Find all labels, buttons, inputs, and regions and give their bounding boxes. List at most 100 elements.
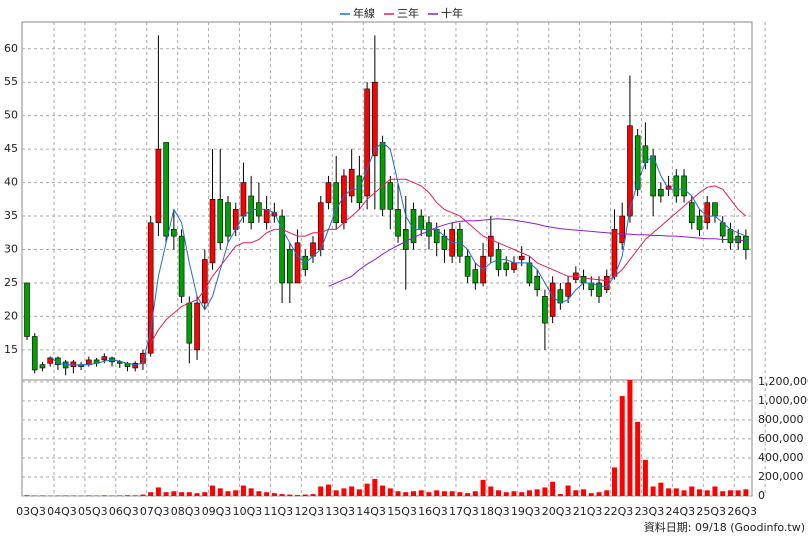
y2-tick-label: 400,000 [758, 451, 804, 464]
volume-bar [712, 486, 718, 496]
volume-bar [387, 488, 393, 496]
volume-bar [465, 493, 471, 496]
volume-bar [604, 490, 610, 496]
volume-bar [140, 494, 146, 496]
ma-line [328, 218, 746, 287]
candle-body [542, 296, 548, 324]
y2-tick-label: 800,000 [758, 413, 804, 426]
volume-bar [302, 494, 308, 496]
volume-bar [86, 495, 92, 496]
volume-bar [256, 491, 262, 496]
volume-bar [287, 494, 293, 496]
volume-bar [449, 491, 455, 496]
candle-body [147, 222, 154, 354]
y-tick-label: 50 [4, 109, 18, 122]
volume-bar [735, 490, 741, 496]
candle-body [163, 142, 169, 237]
x-tick-label: 07Q3 [140, 505, 170, 518]
volume-bar [24, 495, 30, 496]
volume-bar [743, 489, 749, 496]
volume-bar [573, 490, 579, 496]
volume-bar [248, 488, 254, 496]
candle-body [596, 282, 602, 297]
volume-bar [418, 490, 424, 496]
volume-bar [349, 486, 355, 496]
plot-frame [21, 21, 753, 497]
volume-bar [210, 485, 216, 496]
x-tick-label: 10Q3 [233, 505, 263, 518]
candle-body [518, 255, 525, 260]
candle-body [395, 209, 401, 237]
volume-bar [542, 487, 548, 496]
ma-line [49, 141, 747, 366]
candle-body [101, 356, 108, 361]
volume-bar [565, 485, 571, 496]
x-tick-label: 03Q3 [16, 505, 46, 518]
candle-body [634, 135, 641, 190]
volume-bar [395, 491, 401, 496]
volume-bar [202, 492, 208, 496]
candle-body [526, 262, 533, 284]
x-tick-label: 08Q3 [171, 505, 201, 518]
volume-bar [596, 492, 602, 496]
volume-bar [426, 492, 432, 496]
volume-bar [588, 493, 594, 496]
volume-bar [310, 494, 316, 496]
volume-bar [117, 495, 123, 496]
candle-body [39, 364, 46, 369]
volume-bar [63, 495, 69, 496]
y2-tick-label: 0 [758, 489, 765, 502]
candle-body [294, 242, 301, 284]
candle-body [47, 357, 53, 364]
volume-bar [704, 490, 710, 496]
candle-body [116, 361, 123, 364]
volume-bar [194, 493, 200, 496]
volume-bar [480, 479, 486, 496]
y-tick-label: 30 [4, 243, 18, 256]
volume-bar [611, 467, 617, 496]
candle-body [70, 361, 77, 367]
candle-body [348, 168, 355, 197]
candle-body [611, 229, 618, 277]
y2-tick-label: 1,200,000 [758, 375, 808, 388]
volume-bar [727, 490, 733, 496]
x-tick-label: 06Q3 [109, 505, 139, 518]
volume-bar [534, 489, 540, 496]
x-tick-label: 24Q3 [665, 505, 695, 518]
candle-body [325, 182, 332, 203]
volume-bar [171, 491, 177, 496]
volume-bar [39, 495, 45, 496]
y2-tick-label: 600,000 [758, 432, 804, 445]
volume-bar [132, 495, 138, 496]
volume-bar [163, 492, 169, 496]
volume-bar [658, 482, 664, 496]
ma-line [150, 178, 747, 344]
volume-bar [364, 483, 370, 496]
candle-body [650, 155, 656, 197]
candle-body [178, 235, 185, 297]
volume-bar [403, 492, 409, 496]
x-tick-label: 13Q3 [325, 505, 355, 518]
candle-body [619, 215, 626, 244]
candle-body [712, 202, 718, 217]
volume-bar [666, 488, 672, 496]
volume-bar [233, 490, 239, 496]
legend-label: 三年 [397, 6, 419, 20]
volume-bar [557, 494, 563, 496]
volume-bar [519, 492, 525, 496]
volume-bar [148, 492, 154, 496]
volume-bar [186, 492, 192, 496]
volume-bar [488, 486, 494, 496]
volume-bar [496, 490, 502, 496]
volume-bar [271, 493, 277, 496]
volume-bar [550, 481, 556, 496]
candle-body [503, 262, 510, 270]
volume-bar [279, 494, 285, 496]
candle-body [743, 235, 749, 250]
candle-body [464, 255, 471, 277]
candle-body [472, 269, 479, 284]
volume-bar [681, 490, 687, 496]
candle-body [372, 81, 378, 157]
legend-label: 年線 [353, 6, 375, 20]
volume-bar [372, 478, 378, 496]
